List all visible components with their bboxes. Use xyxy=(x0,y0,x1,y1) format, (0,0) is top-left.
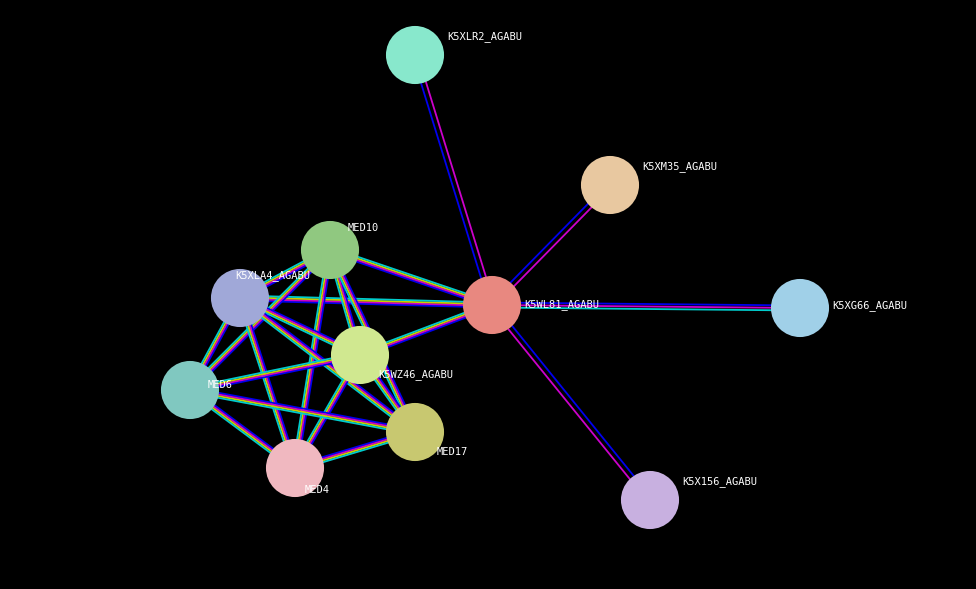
Text: K5WL81_AGABU: K5WL81_AGABU xyxy=(524,300,599,310)
Text: MED10: MED10 xyxy=(348,223,380,233)
Circle shape xyxy=(772,280,828,336)
Circle shape xyxy=(162,362,218,418)
Text: MED17: MED17 xyxy=(437,447,468,457)
Text: MED6: MED6 xyxy=(208,380,233,390)
Text: K5WZ46_AGABU: K5WZ46_AGABU xyxy=(378,369,453,380)
Circle shape xyxy=(332,327,388,383)
Text: K5XLR2_AGABU: K5XLR2_AGABU xyxy=(447,32,522,42)
Circle shape xyxy=(387,404,443,460)
Circle shape xyxy=(212,270,268,326)
Circle shape xyxy=(464,277,520,333)
Circle shape xyxy=(387,27,443,83)
Text: K5X156_AGABU: K5X156_AGABU xyxy=(682,477,757,488)
Circle shape xyxy=(302,222,358,278)
Text: MED4: MED4 xyxy=(305,485,330,495)
Text: K5XLA4_AGABU: K5XLA4_AGABU xyxy=(235,270,310,282)
Circle shape xyxy=(622,472,678,528)
Text: K5XM35_AGABU: K5XM35_AGABU xyxy=(642,161,717,173)
Circle shape xyxy=(267,440,323,496)
Text: K5XG66_AGABU: K5XG66_AGABU xyxy=(832,300,907,312)
Circle shape xyxy=(582,157,638,213)
